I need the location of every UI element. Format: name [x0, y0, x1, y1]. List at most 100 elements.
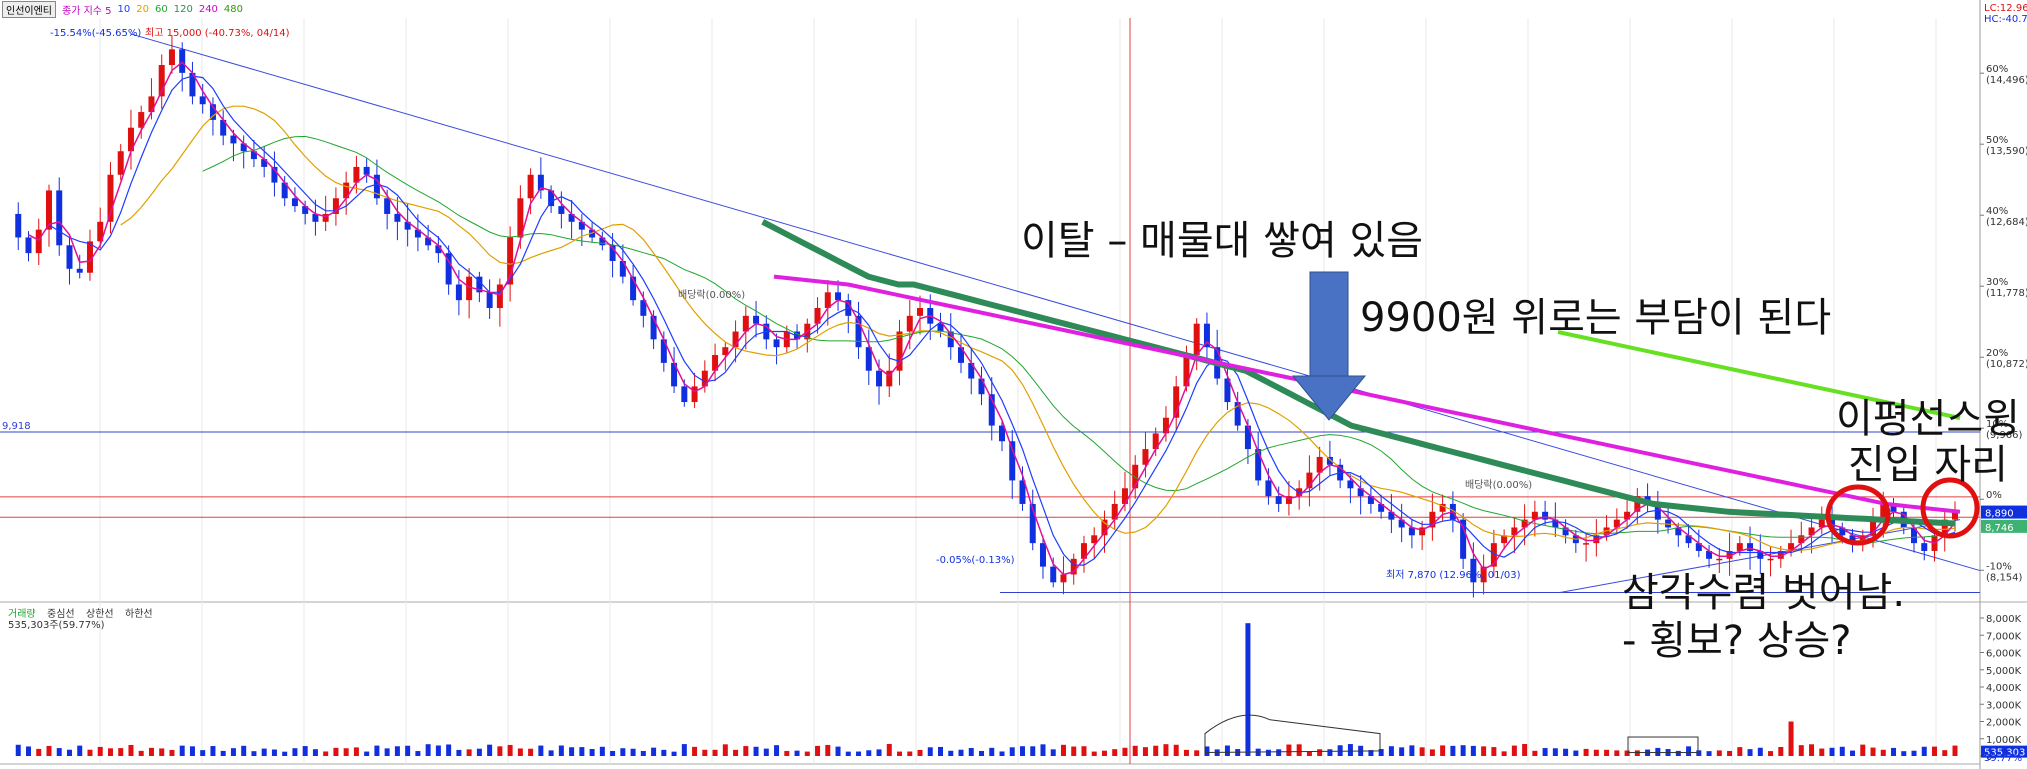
volume-bar [866, 750, 872, 756]
candle-body [230, 135, 237, 144]
candle-body [1562, 527, 1569, 536]
volume-bar [1460, 745, 1466, 756]
volume-bar [1696, 750, 1702, 756]
volume-bar [630, 748, 636, 756]
volume-bar [579, 747, 585, 756]
lc-readout: LC:12.96 [1984, 3, 2027, 14]
volume-bar [784, 750, 790, 756]
candle-body [220, 119, 227, 136]
arrow-head [1291, 375, 1367, 421]
volume-bar [302, 746, 308, 756]
volume-bar [1706, 751, 1712, 756]
volume-bar [1655, 747, 1661, 756]
volume-bar [323, 751, 329, 756]
candle-body [1162, 417, 1169, 434]
volume-bar [1419, 747, 1425, 756]
ma-period-480[interactable]: 480 [223, 3, 244, 15]
volume-bar [1368, 750, 1374, 756]
candle-body [640, 300, 647, 316]
candle-body [435, 245, 442, 254]
candle-body [384, 198, 391, 214]
chart-header: 인선이엔티 종가 지수 5 10 20 60 120 240 480 [2, 0, 243, 18]
volume-bar [620, 748, 626, 756]
volume-bar [1716, 750, 1722, 756]
volume-bar [794, 750, 800, 756]
volume-envelope [1204, 714, 1381, 754]
circle-entry-2 [1920, 477, 1980, 539]
candle-body [56, 190, 63, 246]
volume-bar [610, 750, 616, 756]
candle-body [1531, 511, 1538, 520]
volume-bar [374, 745, 380, 756]
candle-body [1039, 543, 1046, 567]
candle-body [568, 213, 575, 222]
volume-bar [1501, 751, 1507, 756]
candle-body [1408, 527, 1415, 536]
volume-bar [743, 746, 749, 756]
ma-period-120[interactable]: 120 [173, 3, 193, 15]
hc-readout: HC:-40.73 [1984, 14, 2027, 25]
ma120-line [761, 219, 1956, 527]
volume-bar [189, 746, 195, 756]
candle-body [1829, 519, 1836, 528]
candle-body [1613, 519, 1620, 528]
ma-period-60[interactable]: 60 [155, 3, 168, 15]
volume-bar [1286, 744, 1292, 756]
volume-bar [1450, 745, 1456, 756]
candle-body [1890, 503, 1897, 512]
volume-bar [1019, 746, 1025, 756]
volume-bar [1153, 745, 1159, 756]
volume-bar [528, 748, 534, 756]
volume-bar [907, 751, 913, 756]
high-label: 최고 15,000 (-40.73%, 04/14) [145, 27, 290, 39]
candle-body [1316, 456, 1323, 473]
candle-body [1244, 425, 1251, 450]
volume-bar [179, 745, 185, 756]
candle-body [1747, 543, 1754, 551]
candle-body [650, 315, 657, 340]
ma-period-10[interactable]: 10 [117, 3, 131, 15]
volume-bar [1481, 746, 1487, 756]
volume-bar [1891, 747, 1897, 756]
volume-bar [702, 749, 708, 756]
volume-bar [66, 749, 72, 756]
candle-body [1101, 519, 1108, 536]
candle-body [86, 241, 93, 273]
ma20-line [120, 105, 1956, 551]
ma-period-20[interactable]: 20 [136, 3, 149, 15]
candle-body [281, 182, 288, 199]
volume-bar [1532, 750, 1538, 756]
volume-bar [1429, 749, 1435, 756]
candle-body [271, 166, 278, 183]
candle-body [1378, 503, 1385, 512]
volume-bar [1788, 721, 1794, 756]
volume-bar [507, 744, 513, 756]
low-line-label: -0.05%(-0.13%) [936, 555, 1015, 566]
ma-legend-title[interactable]: 종가 지수 5 [62, 5, 112, 17]
volume-bar [927, 747, 933, 756]
volume-bar [569, 747, 575, 756]
volume-bar [1870, 747, 1876, 756]
volume-bar [1071, 746, 1077, 756]
candle-body [1480, 566, 1487, 583]
candle-body [1685, 535, 1692, 544]
candle-body [25, 237, 32, 254]
candle-body [660, 339, 667, 363]
candle-body [1921, 543, 1928, 551]
volume-axis-label: 7,000K [1986, 631, 2022, 642]
candle-body [425, 237, 432, 246]
volume-bar [640, 750, 646, 756]
candle-body [1152, 433, 1159, 450]
candle-body [732, 331, 739, 348]
volume-bar [1552, 748, 1558, 756]
volume-bar [1409, 745, 1415, 756]
candle-body [773, 339, 780, 348]
candle-body [1080, 543, 1087, 559]
candle-body [671, 362, 678, 387]
candle-body [466, 276, 473, 301]
stock-tab[interactable]: 인선이엔티 [2, 0, 56, 18]
ma-period-list: 10 20 60 120 240 480 [118, 4, 243, 15]
axis-price-label: (9,966) [1986, 430, 2023, 441]
ma-period-240[interactable]: 240 [198, 3, 218, 15]
